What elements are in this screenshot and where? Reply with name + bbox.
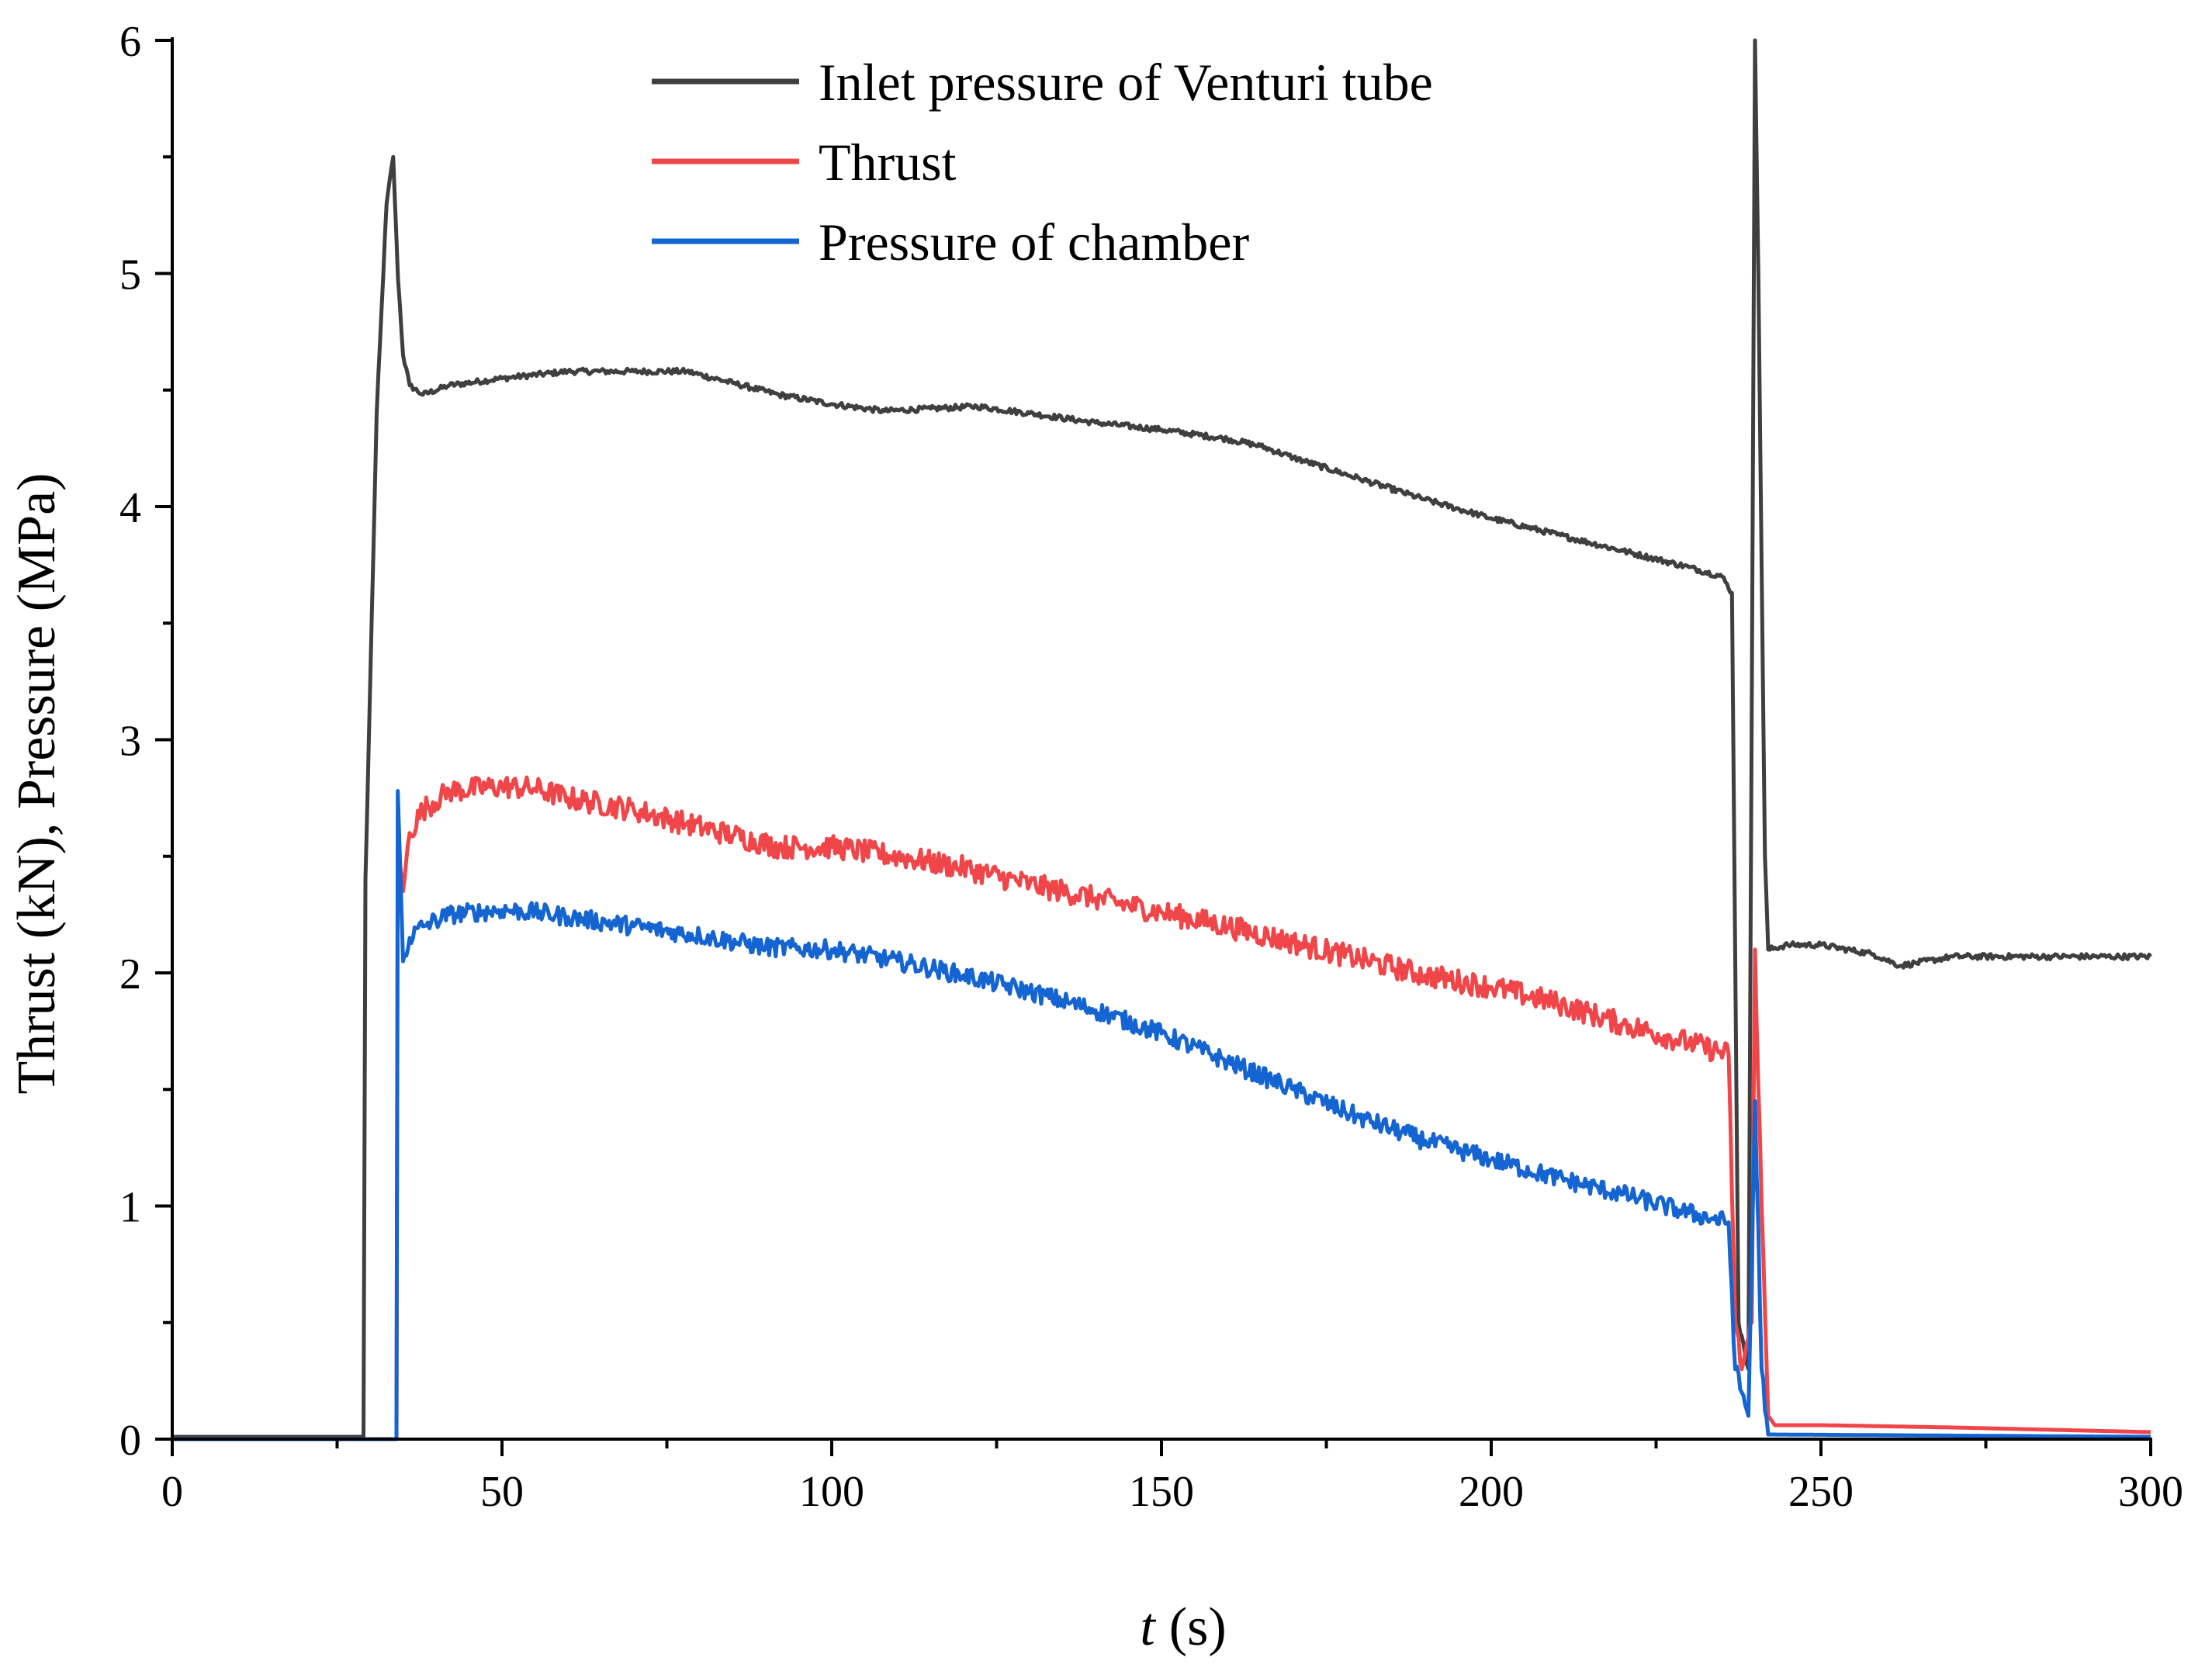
legend-label-3: Pressure of chamber [819, 213, 1249, 272]
x-axis-title: t (s) [1140, 1597, 1226, 1657]
y-tick-label: 5 [119, 251, 141, 299]
legend: Inlet pressure of Venturi tube Thrust Pres… [652, 53, 1433, 272]
series-line-3 [171, 789, 2151, 1441]
y-tick-label: 2 [119, 950, 141, 998]
series-line-2 [171, 775, 2151, 1441]
axes-group: 0 50 100 150 200 250 300 0 1 2 3 4 5 6 [119, 18, 2183, 1516]
series-group [171, 38, 2152, 1441]
y-tick-label: 4 [119, 484, 141, 532]
x-tick-label: 0 [161, 1468, 183, 1516]
y-tick-label: 1 [119, 1184, 141, 1232]
x-axis-variable: t [1140, 1597, 1156, 1657]
x-axis-unit: (s) [1169, 1597, 1227, 1657]
x-tick-label: 150 [1129, 1468, 1194, 1516]
legend-label-2: Thrust [819, 133, 957, 192]
y-tick-label: 6 [119, 18, 141, 66]
y-tick-label: 0 [119, 1417, 141, 1465]
y-tick-label: 3 [119, 718, 141, 766]
x-tick-label: 300 [2118, 1468, 2183, 1516]
y-axis-title: Thrust (kN), Pressure (MPa) [7, 473, 67, 1095]
x-tick-label: 200 [1459, 1468, 1524, 1516]
x-tick-label: 50 [480, 1468, 524, 1516]
series-line-1 [171, 38, 2152, 1439]
legend-label-1: Inlet pressure of Venturi tube [819, 53, 1433, 112]
x-tick-label: 100 [799, 1468, 864, 1516]
x-tick-label: 250 [1788, 1468, 1854, 1516]
